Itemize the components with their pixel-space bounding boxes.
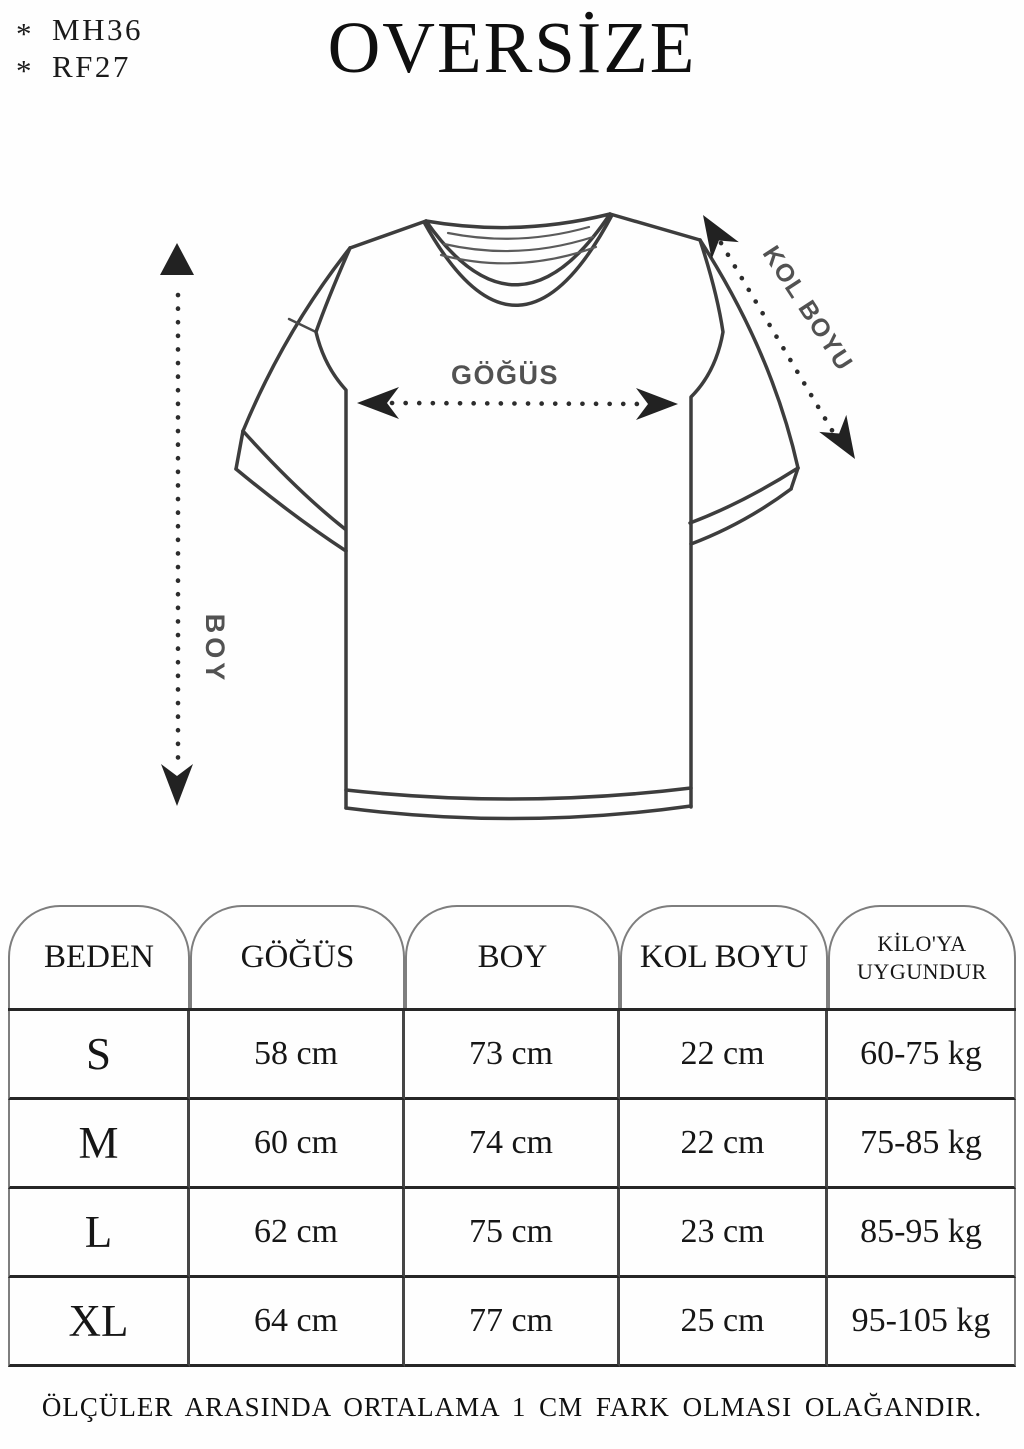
arrow-up-icon bbox=[160, 243, 194, 275]
size-cell: L bbox=[8, 1189, 190, 1278]
header-cell-gogus: GÖĞÜS bbox=[190, 905, 405, 1008]
header-cell-kiloya-uygundur: KİLO'YA UYGUNDUR bbox=[828, 905, 1016, 1008]
table-body: S 58 cm 73 cm 22 cm 60-75 kg M 60 cm 74 … bbox=[8, 1008, 1016, 1367]
left-shoulder-seam bbox=[348, 219, 428, 250]
size-cell: S bbox=[8, 1011, 190, 1100]
chest-cell: 64 cm bbox=[190, 1278, 405, 1367]
shirt-body bbox=[314, 238, 725, 821]
asterisk-bullet: * bbox=[16, 53, 34, 88]
size-cell: XL bbox=[8, 1278, 190, 1367]
table-row-l: L 62 cm 75 cm 23 cm 85-95 kg bbox=[8, 1189, 1016, 1278]
arrow-down-right-icon bbox=[819, 414, 869, 468]
chest-arrow: GÖĞÜS bbox=[357, 359, 678, 420]
size-table: BEDEN GÖĞÜS BOY KOL BOYU KİLO'YA UYGUNDU… bbox=[8, 905, 1016, 1367]
collar bbox=[422, 212, 614, 307]
length-arrow: BOY bbox=[160, 243, 230, 806]
product-code: MH36 bbox=[52, 12, 143, 47]
table-row-s: S 58 cm 73 cm 22 cm 60-75 kg bbox=[8, 1011, 1016, 1100]
header-cell-beden: BEDEN bbox=[8, 905, 190, 1008]
sleeve-label: KOL BOYU bbox=[757, 241, 859, 377]
length-cell: 73 cm bbox=[405, 1011, 620, 1100]
length-label: BOY bbox=[200, 614, 230, 685]
weight-cell: 60-75 kg bbox=[828, 1011, 1016, 1100]
arrow-down-icon bbox=[161, 764, 193, 806]
product-code: RF27 bbox=[52, 49, 131, 84]
length-cell: 74 cm bbox=[405, 1100, 620, 1189]
right-sleeve bbox=[688, 238, 800, 546]
asterisk-bullet: * bbox=[16, 16, 34, 51]
chest-cell: 60 cm bbox=[190, 1100, 405, 1189]
sleeve-cell: 25 cm bbox=[620, 1278, 828, 1367]
chest-cell: 62 cm bbox=[190, 1189, 405, 1278]
length-cell: 77 cm bbox=[405, 1278, 620, 1367]
left-sleeve bbox=[234, 246, 352, 553]
sleeve-arrow: KOL BOYU bbox=[689, 206, 869, 468]
table-row-xl: XL 64 cm 77 cm 25 cm 95-105 kg bbox=[8, 1278, 1016, 1367]
chest-cell: 58 cm bbox=[190, 1011, 405, 1100]
arrow-right-icon bbox=[636, 388, 678, 420]
sleeve-cell: 22 cm bbox=[620, 1011, 828, 1100]
size-cell: M bbox=[8, 1100, 190, 1189]
weight-cell: 85-95 kg bbox=[828, 1189, 1016, 1278]
chest-label: GÖĞÜS bbox=[451, 359, 559, 390]
length-cell: 75 cm bbox=[405, 1189, 620, 1278]
tshirt-measurement-drawing: BOY GÖĞÜS KOL BOYU bbox=[160, 206, 869, 821]
tshirt-drawing bbox=[234, 212, 800, 821]
dotted-line bbox=[389, 400, 646, 407]
product-codes: * MH36 * RF27 bbox=[16, 12, 143, 88]
table-header-row: BEDEN GÖĞÜS BOY KOL BOYU KİLO'YA UYGUNDU… bbox=[8, 905, 1016, 1008]
product-code-line: * MH36 bbox=[16, 12, 143, 51]
header-cell-kol-boyu: KOL BOYU bbox=[620, 905, 828, 1008]
header-cell-boy: BOY bbox=[405, 905, 620, 1008]
footer-note: ÖLÇÜLER ARASINDA ORTALAMA 1 CM FARK OLMA… bbox=[41, 1392, 983, 1422]
sleeve-cell: 23 cm bbox=[620, 1189, 828, 1278]
arrow-up-left-icon bbox=[689, 206, 739, 260]
page-title: OVERSİZE bbox=[327, 7, 697, 88]
size-diagram: BOY GÖĞÜS KOL BOYU bbox=[0, 180, 1024, 870]
table-row-m: M 60 cm 74 cm 22 cm 75-85 kg bbox=[8, 1100, 1016, 1189]
product-code-line: * RF27 bbox=[16, 49, 143, 88]
weight-cell: 75-85 kg bbox=[828, 1100, 1016, 1189]
weight-cell: 95-105 kg bbox=[828, 1278, 1016, 1367]
right-shoulder-seam bbox=[608, 212, 702, 242]
sleeve-cell: 22 cm bbox=[620, 1100, 828, 1189]
